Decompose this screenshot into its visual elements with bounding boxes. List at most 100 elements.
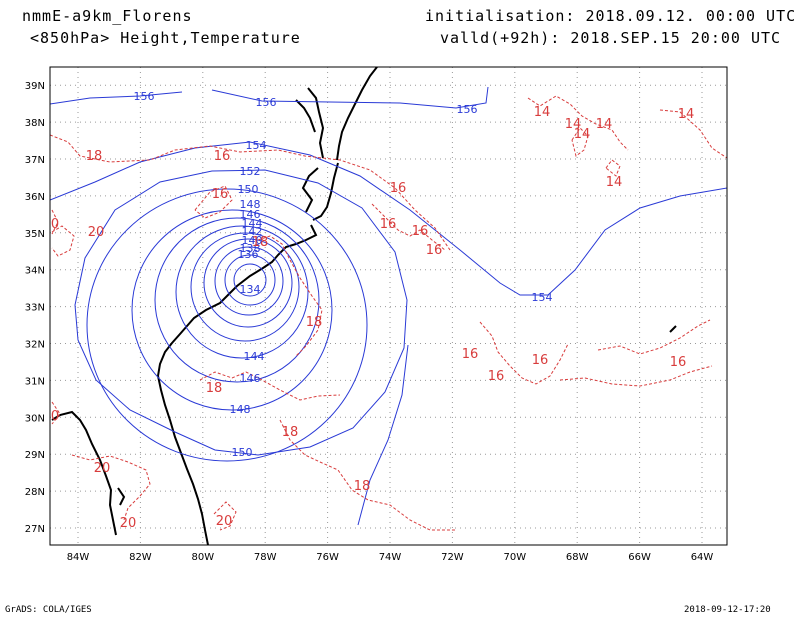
temp-label: 16 bbox=[212, 187, 229, 202]
latitude-label: 33N bbox=[25, 303, 45, 314]
height-label: 144 bbox=[242, 217, 263, 230]
longitude-label: 74W bbox=[379, 552, 402, 563]
latitude-label: 38N bbox=[25, 118, 45, 129]
florida-bend bbox=[117, 487, 126, 506]
temp-label: 14 bbox=[678, 107, 695, 122]
florida-gulf-coast bbox=[51, 410, 117, 536]
latitude-label: 32N bbox=[25, 340, 45, 351]
temp-label: 14 bbox=[534, 105, 551, 120]
temp-contour-18-central bbox=[257, 235, 323, 357]
temp-contour-16-west bbox=[194, 185, 233, 219]
temp-contour-14-east bbox=[659, 109, 727, 159]
temp-label: 14 bbox=[596, 117, 613, 132]
height-contour-142 bbox=[190, 232, 300, 342]
temp-label: 20 bbox=[88, 225, 105, 240]
height-label: 150 bbox=[232, 446, 253, 459]
small-island bbox=[669, 325, 677, 333]
temp-label: 0 bbox=[51, 409, 59, 424]
temp-label: 18 bbox=[206, 381, 223, 396]
latitude-label: 34N bbox=[25, 266, 45, 277]
temp-label: 18 bbox=[86, 149, 103, 164]
height-label: 146 bbox=[240, 372, 261, 385]
temp-label: 16 bbox=[670, 355, 687, 370]
height-contour-144 bbox=[175, 225, 309, 359]
height-label: 156 bbox=[256, 96, 277, 109]
latitude-label: 30N bbox=[25, 413, 45, 424]
sound-shoreline bbox=[301, 167, 319, 213]
temp-contour-20-bottom bbox=[213, 501, 237, 531]
temp-label: 20 bbox=[120, 516, 137, 531]
height-label: 148 bbox=[240, 198, 261, 211]
latitude-label: 31N bbox=[25, 376, 45, 387]
latitude-label: 28N bbox=[25, 487, 45, 498]
temp-label: 16 bbox=[488, 369, 505, 384]
longitude-label: 82W bbox=[129, 552, 152, 563]
height-contour-152 bbox=[74, 169, 408, 456]
latitude-label: 29N bbox=[25, 450, 45, 461]
longitude-label: 78W bbox=[254, 552, 277, 563]
height-contour-154 bbox=[50, 141, 727, 296]
height-label: 146 bbox=[240, 208, 261, 221]
height-contour-134 bbox=[233, 263, 267, 297]
coastline bbox=[51, 67, 677, 545]
longitude-label: 84W bbox=[67, 552, 90, 563]
height-label: 154 bbox=[246, 139, 267, 152]
temperature-contours bbox=[50, 95, 727, 531]
temp-label: 18 bbox=[354, 479, 371, 494]
southeast-coastline bbox=[156, 224, 318, 545]
height-contour-136 bbox=[224, 254, 276, 306]
height-contour-150 bbox=[86, 188, 368, 462]
temp-contour-16-coastal bbox=[371, 203, 446, 251]
temp-contour-zero-south bbox=[51, 401, 61, 425]
height-contour-138 bbox=[214, 246, 284, 316]
temp-contour-14-small bbox=[605, 159, 621, 177]
temp-label: 14 bbox=[565, 117, 582, 132]
temp-contour-14-ring bbox=[571, 127, 589, 157]
height-labels: 156 156 156 154 154 152 150 150 148 148 … bbox=[134, 90, 553, 459]
temp-contour-16-south bbox=[559, 365, 713, 387]
height-label: 136 bbox=[238, 248, 259, 261]
height-contours bbox=[50, 86, 727, 526]
height-label: 144 bbox=[244, 350, 265, 363]
longitude-label: 76W bbox=[316, 552, 339, 563]
longitude-labels: 84W 82W 80W 78W 76W 74W 72W 70W 68W 66W 64W bbox=[67, 552, 714, 563]
longitude-label: 68W bbox=[566, 552, 589, 563]
height-label: 156 bbox=[457, 103, 478, 116]
temp-label: 14 bbox=[606, 175, 623, 190]
latitude-label: 39N bbox=[25, 81, 45, 92]
chesapeake-bay bbox=[295, 87, 325, 159]
height-label: 150 bbox=[238, 183, 259, 196]
valid-time: valld(+92h): 2018.SEP.15 20:00 UTC bbox=[440, 29, 782, 47]
delmarva-coast bbox=[336, 67, 378, 161]
temperature-labels: 14 14 14 14 14 14 16 16 16 16 16 16 16 1… bbox=[51, 105, 694, 531]
height-label: 148 bbox=[230, 403, 251, 416]
temp-label: 16 bbox=[390, 181, 407, 196]
field-title: <850hPa> Height,Temperature bbox=[30, 29, 301, 47]
latitude-labels: 39N 38N 37N 36N 35N 34N 33N 32N 31N 30N 29N 28N 27N bbox=[25, 81, 45, 535]
map-frame bbox=[49, 66, 728, 546]
temp-contour-18-north bbox=[50, 134, 451, 251]
temp-contour-16-central bbox=[479, 321, 569, 385]
temp-label: 14 bbox=[574, 127, 591, 142]
temp-contour-18-offshore bbox=[279, 419, 455, 531]
height-contour-148-tail bbox=[357, 344, 409, 526]
longitude-label: 70W bbox=[503, 552, 526, 563]
latitude-label: 37N bbox=[25, 155, 45, 166]
height-label: 142 bbox=[242, 225, 263, 238]
latitude-label: 35N bbox=[25, 229, 45, 240]
height-label: 134 bbox=[240, 283, 261, 296]
temp-label: 0 bbox=[51, 217, 59, 232]
longitude-label: 80W bbox=[191, 552, 214, 563]
height-contour-148 bbox=[131, 209, 333, 411]
temp-label: 16 bbox=[426, 243, 443, 258]
height-contour-146 bbox=[154, 217, 320, 383]
height-label: 156 bbox=[134, 90, 155, 103]
height-contour-156-east bbox=[211, 86, 489, 109]
temp-label: 20 bbox=[216, 514, 233, 529]
init-time: initialisation: 2018.09.12. 00:00 UTC bbox=[425, 7, 797, 25]
temp-contour-zero-west bbox=[51, 209, 59, 235]
temp-label: 18 bbox=[306, 315, 323, 330]
longitude-label: 66W bbox=[628, 552, 651, 563]
height-label: 154 bbox=[532, 291, 553, 304]
lat-lon-grid bbox=[50, 67, 727, 545]
